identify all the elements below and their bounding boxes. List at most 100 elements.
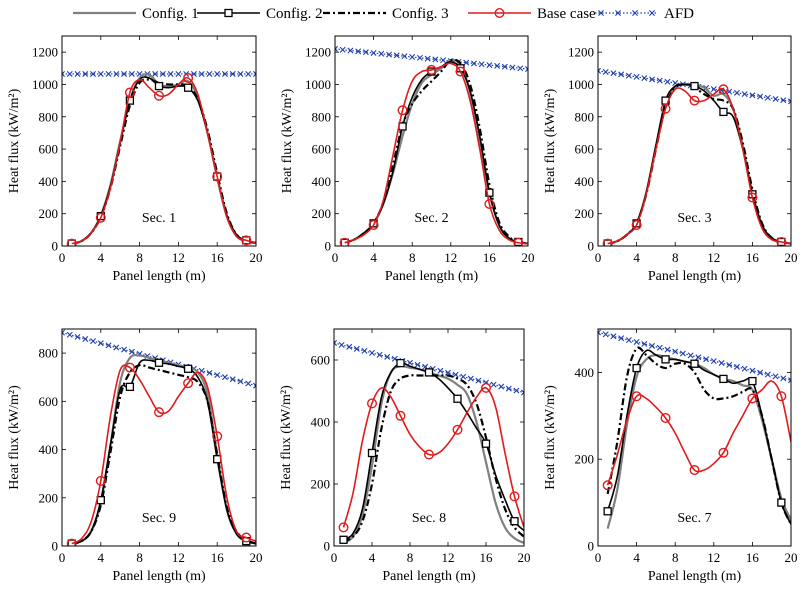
- afd-marker: [486, 62, 493, 69]
- plot-area: [598, 329, 791, 529]
- afd-marker: [237, 378, 244, 385]
- x-tick-label: 12: [442, 550, 455, 565]
- point-marker-config-2: [96, 496, 105, 505]
- point-marker-base-case: [426, 64, 437, 75]
- plot-area: [335, 45, 528, 246]
- afd-marker: [749, 92, 756, 99]
- afd-marker: [490, 381, 497, 388]
- point-marker-config-2: [396, 358, 405, 368]
- legend-label-config-1: Config. 1: [142, 6, 199, 22]
- afd-marker: [633, 339, 640, 346]
- afd-marker: [764, 371, 771, 378]
- afd-marker: [346, 343, 353, 350]
- afd-marker: [369, 349, 375, 356]
- afd-marker: [610, 70, 617, 77]
- afd-marker: [214, 372, 221, 379]
- x-tick-label: 16: [746, 250, 760, 265]
- point-marker-base-case: [397, 105, 408, 116]
- afd-marker: [384, 353, 391, 360]
- afd-marker: [386, 51, 393, 58]
- legend-entry-config-2: Config. 2: [197, 6, 323, 22]
- legend-entry-config-1: Config. 1: [73, 6, 199, 22]
- afd-marker: [788, 98, 791, 105]
- afd-marker: [710, 86, 717, 93]
- point-marker-base-case: [484, 198, 495, 209]
- y-tick-label: 600: [39, 394, 59, 409]
- x-tick-label: 12: [172, 550, 185, 565]
- y-axis-label: Heat flux (kW/m²): [543, 88, 558, 193]
- series-base-case: [66, 362, 256, 546]
- x-tick-label: 8: [136, 550, 143, 565]
- legend-marker-afd: [632, 10, 638, 16]
- point-marker-config-2: [485, 188, 494, 197]
- afd-marker: [452, 371, 459, 378]
- afd-marker: [498, 383, 505, 390]
- y-tick-label: 0: [324, 539, 331, 554]
- point-marker-base-case: [660, 412, 671, 423]
- afd-marker: [664, 78, 671, 85]
- afd-marker: [66, 331, 73, 338]
- point-marker-config-2: [719, 107, 728, 117]
- y-tick-label: 400: [575, 365, 595, 380]
- y-tick-label: 200: [39, 490, 59, 505]
- afd-marker: [361, 347, 368, 354]
- series-base-case: [602, 84, 791, 246]
- point-marker-config-2: [632, 363, 641, 373]
- y-tick-label: 800: [39, 346, 59, 361]
- afd-marker: [121, 70, 128, 77]
- afd-marker: [695, 354, 702, 361]
- point-marker-base-case: [124, 87, 135, 98]
- point-marker-base-case: [481, 382, 492, 393]
- afd-marker: [416, 54, 423, 61]
- afd-marker: [393, 52, 400, 59]
- x-tick-label: 16: [211, 250, 225, 265]
- x-tick-label: 16: [480, 550, 494, 565]
- point-marker-base-case: [95, 475, 106, 486]
- point-marker-base-case: [602, 480, 613, 491]
- x-tick-label: 4: [98, 250, 105, 265]
- point-marker-base-case: [660, 103, 671, 114]
- x-tick-label: 20: [785, 550, 798, 565]
- section-label: Sec. 8: [412, 511, 446, 526]
- series-base-case: [339, 62, 528, 246]
- legend-label-config-3: Config. 3: [392, 6, 449, 22]
- afd-marker: [105, 70, 112, 77]
- x-axis-label: Panel length (m): [648, 269, 742, 284]
- point-marker-base-case: [631, 219, 642, 230]
- afd-marker: [378, 50, 385, 57]
- y-tick-label: 600: [312, 142, 332, 157]
- y-tick-label: 0: [52, 239, 59, 254]
- y-tick-label: 800: [575, 109, 595, 124]
- x-tick-label: 16: [211, 550, 225, 565]
- x-tick-label: 16: [483, 250, 497, 265]
- legend: Config. 1 Config. 2 Config. 3 Base case AFD: [73, 6, 694, 22]
- afd-marker: [733, 363, 740, 370]
- section-label: Sec. 1: [142, 211, 176, 226]
- afd-marker: [525, 66, 528, 73]
- afd-marker: [703, 356, 710, 363]
- afd-marker: [437, 367, 444, 374]
- afd-marker: [475, 377, 482, 384]
- afd-marker: [598, 67, 601, 74]
- afd-marker: [625, 72, 632, 79]
- legend-marker-afd: [598, 10, 604, 16]
- x-tick-label: 12: [707, 250, 720, 265]
- afd-marker: [649, 76, 656, 83]
- afd-marker: [664, 346, 671, 353]
- afd-marker: [757, 93, 764, 100]
- point-marker-base-case: [66, 538, 77, 546]
- x-tick-label: 0: [332, 250, 339, 265]
- x-tick-label: 0: [59, 550, 66, 565]
- point-marker-base-case: [395, 410, 406, 421]
- section-label: Sec. 7: [677, 511, 711, 526]
- afd-marker: [121, 346, 128, 353]
- axes-frame: [61, 328, 257, 547]
- series-line-base-case: [606, 380, 791, 486]
- series-config-1: [606, 353, 791, 529]
- x-tick-label: 0: [59, 250, 66, 265]
- series-line-config-2: [343, 362, 524, 541]
- afd-marker: [355, 48, 362, 55]
- afd-marker: [347, 47, 354, 54]
